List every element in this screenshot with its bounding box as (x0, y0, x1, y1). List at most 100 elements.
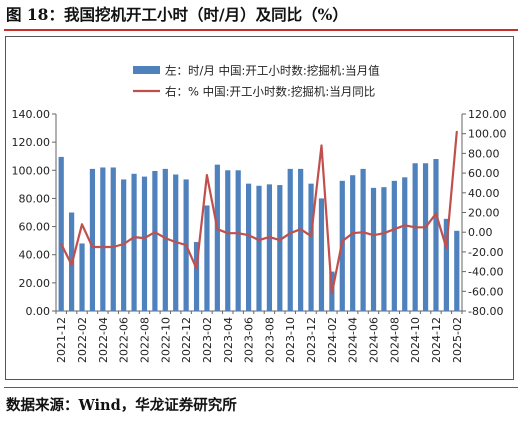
bar-2023-07 (256, 185, 262, 311)
x-axis-tick-label: 2023-06 (243, 317, 256, 363)
yoy-point-2023-07 (258, 239, 260, 242)
yoy-point-2022-11 (174, 241, 177, 244)
yoy-point-2023-11 (299, 228, 302, 231)
bar-2024-09 (402, 177, 408, 311)
x-axis-tick-label: 2022-04 (97, 317, 110, 363)
yoy-point-2023-04 (226, 232, 229, 235)
yoy-point-2022-01 (70, 263, 73, 266)
bar-2024-10 (412, 163, 418, 311)
source-note: 数据来源：Wind，华龙证券研究所 (6, 397, 237, 414)
left-axis-tick-label: 60.00 (19, 221, 51, 234)
x-axis-tick-label: 2025-02 (451, 317, 464, 363)
yoy-point-2022-08 (143, 237, 146, 240)
bar-2022-09 (152, 170, 158, 311)
bar-2022-03 (89, 168, 96, 311)
right-axis-tick-label: 0.00 (468, 226, 493, 239)
x-axis-tick-label: 2024-06 (368, 317, 381, 363)
yoy-point-2024-04 (351, 232, 354, 235)
legend-label-bar: 左：时/月 中国:开工小时数:挖掘机:当月值 (165, 64, 380, 78)
bar-2023-04 (225, 170, 231, 311)
legend-swatch-bar (133, 66, 160, 74)
x-axis-tick-label: 2024-04 (347, 317, 360, 363)
bar-2023-03 (214, 164, 220, 311)
right-axis-tick-label: 40.00 (468, 187, 500, 200)
right-axis-tick-label: -40.00 (468, 266, 503, 279)
yoy-point-2023-05 (237, 232, 240, 235)
yoy-point-2022-02 (81, 223, 84, 226)
title-divider (4, 29, 518, 31)
yoy-point-2022-10 (164, 237, 167, 240)
yoy-point-2024-08 (393, 228, 396, 231)
yoy-point-2024-10 (414, 226, 417, 229)
yoy-point-2021-12 (60, 243, 63, 246)
bar-2024-06 (370, 187, 377, 311)
left-axis-tick-label: 40.00 (19, 249, 51, 262)
right-axis-tick-label: 60.00 (468, 167, 500, 180)
yoy-point-2024-07 (382, 232, 385, 235)
bar-2025-01 (443, 218, 449, 311)
yoy-point-2022-12 (185, 244, 188, 247)
bar-2024-01 (318, 198, 325, 311)
right-axis-tick-label: -60.00 (468, 285, 503, 298)
yoy-point-2024-06 (372, 234, 375, 237)
bar-series (58, 156, 460, 311)
x-axis-tick-label: 2023-08 (263, 317, 276, 363)
yoy-point-2023-12 (310, 235, 313, 238)
yoy-point-2024-05 (362, 231, 365, 234)
yoy-point-2024-09 (403, 224, 406, 227)
bar-2023-02 (204, 205, 210, 311)
line-series (60, 130, 458, 295)
x-axis-tick-label: 2023-04 (222, 317, 235, 363)
x-axis-tick-label: 2023-02 (201, 317, 214, 363)
x-axis-tick-label: 2022-06 (118, 317, 131, 363)
bar-2022-05 (110, 167, 116, 311)
bar-2023-10 (287, 168, 293, 311)
x-axis-tick-label: 2024-12 (430, 317, 443, 363)
yoy-point-2024-03 (341, 240, 344, 243)
bar-2021-12 (58, 156, 64, 311)
yoy-point-2023-09 (278, 239, 281, 242)
bar-2024-05 (360, 168, 366, 311)
bar-2023-01 (193, 242, 200, 311)
left-axis-tick-label: 120.00 (12, 136, 51, 149)
x-axis-tick-label: 2021-12 (55, 317, 68, 363)
yoy-point-2023-01 (195, 267, 198, 270)
yoy-point-2022-07 (133, 236, 136, 239)
x-axis-tick-label: 2023-10 (284, 317, 297, 363)
x-axis-tick-label: 2022-08 (138, 317, 151, 363)
bar-2022-06 (121, 179, 127, 311)
bar-2024-07 (381, 187, 387, 311)
yoy-point-2022-04 (101, 245, 104, 248)
legend-label-line: 右：% 中国:开工小时数:挖掘机:当月同比 (165, 85, 375, 99)
yoy-point-2025-02 (455, 130, 458, 133)
chart-axes: 0.00 20.00 40.00 60.00 80.00 100.00 120.00 140.… (12, 108, 507, 363)
left-axis-tick-label: 20.00 (19, 277, 51, 290)
right-axis-tick-label: 120.00 (468, 108, 507, 121)
left-axis-tick-label: 80.00 (19, 192, 51, 205)
left-axis-tick-label: 100.00 (12, 164, 51, 177)
bar-2024-12 (433, 159, 439, 311)
yoy-point-2023-08 (268, 236, 271, 239)
figure-title: 图 18：我国挖机开工小时（时/月）及同比（%） (6, 5, 348, 24)
bar-2022-08 (141, 176, 148, 311)
x-axis-tick-label: 2022-12 (180, 317, 193, 363)
yoy-point-2022-03 (91, 245, 94, 248)
yoy-point-2023-10 (289, 232, 292, 235)
bar-2023-06 (245, 183, 252, 311)
right-axis-tick-label: 20.00 (468, 207, 500, 220)
chart-legend: 左：时/月 中国:开工小时数:挖掘机:当月值 右：% 中国:开工小时数:挖掘机:… (133, 64, 380, 99)
x-axis-tick-label: 2023-12 (305, 317, 318, 363)
yoy-point-2022-09 (153, 231, 156, 234)
x-axis-tick-label: 2022-02 (76, 317, 89, 363)
yoy-point-2024-02 (330, 292, 333, 295)
bar-2022-10 (162, 168, 168, 311)
bar-2023-08 (266, 184, 273, 311)
chart-frame (5, 36, 514, 380)
bar-2024-11 (422, 163, 429, 311)
yoy-point-2023-02 (205, 174, 208, 177)
bar-2023-11 (298, 168, 304, 311)
bar-2022-04 (100, 167, 106, 311)
left-axis-tick-label: 0.00 (26, 305, 51, 318)
right-axis-tick-label: -80.00 (468, 305, 503, 318)
